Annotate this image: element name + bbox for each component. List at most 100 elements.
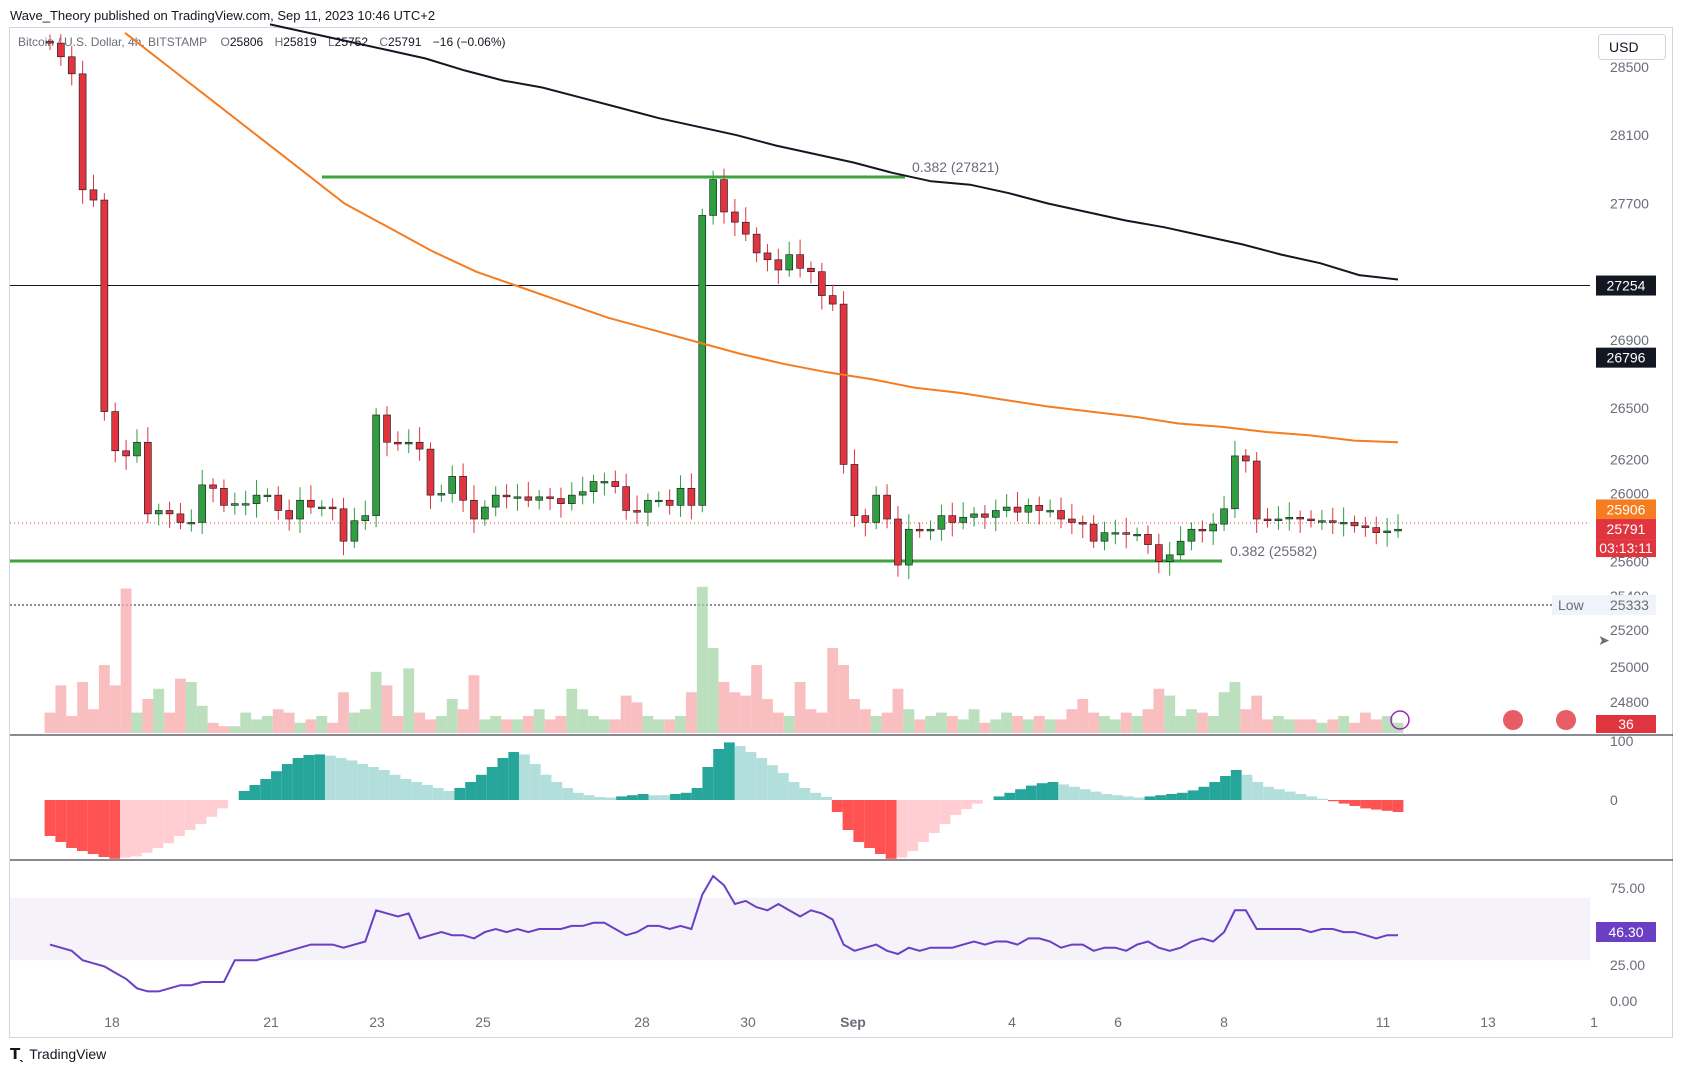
time-axis-tick: 23 — [369, 1014, 385, 1030]
rsi-line — [49, 874, 1398, 993]
volume-bar — [1294, 719, 1306, 733]
fib-label-lower: 0.382 (25582) — [1230, 543, 1317, 559]
macd-histogram-bar — [1360, 800, 1372, 809]
volume-bar — [479, 719, 491, 733]
volume-bar — [1327, 719, 1339, 733]
volume-bar — [620, 695, 632, 733]
volume-bar — [207, 722, 219, 733]
macd-histogram-bar — [1015, 789, 1026, 800]
macd-histogram-bar — [907, 800, 919, 851]
candle-body — [470, 499, 478, 520]
macd-histogram-bar — [1166, 794, 1177, 800]
volume-bar — [1381, 716, 1393, 733]
macd-histogram-bar — [195, 800, 207, 824]
currency-button[interactable]: USD — [1598, 34, 1666, 60]
candle-body — [1285, 517, 1294, 520]
time-axis-tick: 4 — [1008, 1014, 1016, 1030]
candle-body — [872, 494, 880, 523]
volume-bar — [261, 716, 273, 733]
candle-body — [774, 259, 783, 271]
macd-histogram-bar — [821, 797, 832, 800]
price-axis-tick: 28500 — [1610, 59, 1649, 75]
candle-body — [633, 510, 641, 513]
macd-histogram-bar — [961, 800, 973, 809]
macd-histogram-bar — [896, 800, 908, 858]
macd-histogram-bar — [831, 800, 843, 812]
volume-bar — [1186, 709, 1197, 733]
macd-histogram-bar — [659, 795, 671, 800]
volume-bar — [305, 719, 317, 733]
volume-bar — [1099, 716, 1110, 733]
volume-bar — [772, 712, 784, 733]
open-value: 25806 — [229, 35, 264, 49]
volume-bar — [957, 719, 969, 733]
macd-histogram-bar — [66, 800, 77, 848]
volume-bar — [196, 705, 208, 733]
macd-histogram-bar — [486, 767, 498, 800]
tradingview-logo[interactable]: 𝗧ˎ TradingView — [10, 1045, 106, 1063]
volume-bar — [816, 712, 828, 733]
macd-histogram-bar — [357, 764, 369, 800]
volume-bar — [914, 719, 926, 733]
price-axis-tick: 24800 — [1610, 694, 1649, 710]
volume-bar — [794, 682, 806, 733]
candle-body — [991, 510, 1000, 518]
macd-histogram-bar — [1090, 791, 1102, 800]
volume-bar — [1283, 719, 1295, 733]
volume-bar — [316, 716, 328, 733]
time-axis-tick: 25 — [475, 1014, 491, 1030]
volume-bar — [44, 712, 56, 733]
macd-histogram-bar — [1058, 784, 1070, 800]
close-label: C — [379, 35, 389, 49]
candle-body — [926, 528, 935, 532]
macd-histogram-bar — [475, 774, 487, 800]
price-axis-tick: 25200 — [1610, 622, 1649, 638]
candle-body — [1176, 540, 1185, 556]
candle-body — [883, 494, 891, 520]
macd-histogram-bar — [346, 760, 358, 800]
symbol-name[interactable]: Bitcoin / U.S. Dollar, 4h, BITSTAMP — [18, 35, 208, 49]
volume-bar — [1370, 719, 1382, 733]
candle-body — [665, 499, 674, 506]
macd-histogram-bar — [389, 774, 401, 800]
candle-body — [1089, 523, 1098, 542]
volume-bar — [881, 712, 893, 733]
time-axis-tick: 18 — [104, 1014, 120, 1030]
candle-body — [861, 515, 870, 523]
candle-body — [1046, 510, 1054, 513]
volume-bar — [218, 726, 230, 733]
macd-histogram-bar — [1338, 800, 1350, 804]
macd-histogram-bar — [1392, 800, 1404, 812]
macd-histogram-bar — [1004, 792, 1016, 800]
candle-body — [676, 488, 685, 506]
low-marker-bg — [1552, 595, 1656, 615]
macd-histogram-bar — [540, 774, 552, 800]
volume-bar — [109, 685, 121, 733]
volume-bar — [664, 719, 676, 733]
candle-body — [111, 411, 120, 452]
macd-histogram-bar — [260, 779, 272, 800]
candle-body — [209, 484, 217, 489]
candle-body — [1155, 544, 1163, 562]
price-tag-25791: 25791 — [1596, 519, 1656, 540]
price-tag-25906: 25906 — [1596, 499, 1656, 520]
macd-histogram-bar — [1133, 797, 1145, 800]
macd-histogram-bar — [1047, 782, 1059, 800]
volume-bar — [1305, 719, 1317, 733]
macd-histogram-bar — [702, 767, 714, 800]
rsi-tag-bg — [1596, 922, 1656, 942]
candle-body — [1057, 510, 1065, 520]
volume-bar — [1196, 712, 1208, 733]
macd-histogram-bar — [756, 758, 768, 800]
macd-histogram-bar — [271, 771, 282, 800]
price-tag-text: 25906 — [1607, 501, 1646, 517]
candle-body — [807, 267, 815, 272]
candle-body — [481, 506, 489, 520]
volume-bar — [827, 648, 839, 733]
macd-histogram-bar — [1295, 794, 1307, 800]
candle-body — [241, 503, 250, 506]
volume-bar — [425, 719, 436, 733]
candle-body — [1231, 455, 1239, 510]
change-value: −16 (−0.06%) — [432, 35, 506, 49]
